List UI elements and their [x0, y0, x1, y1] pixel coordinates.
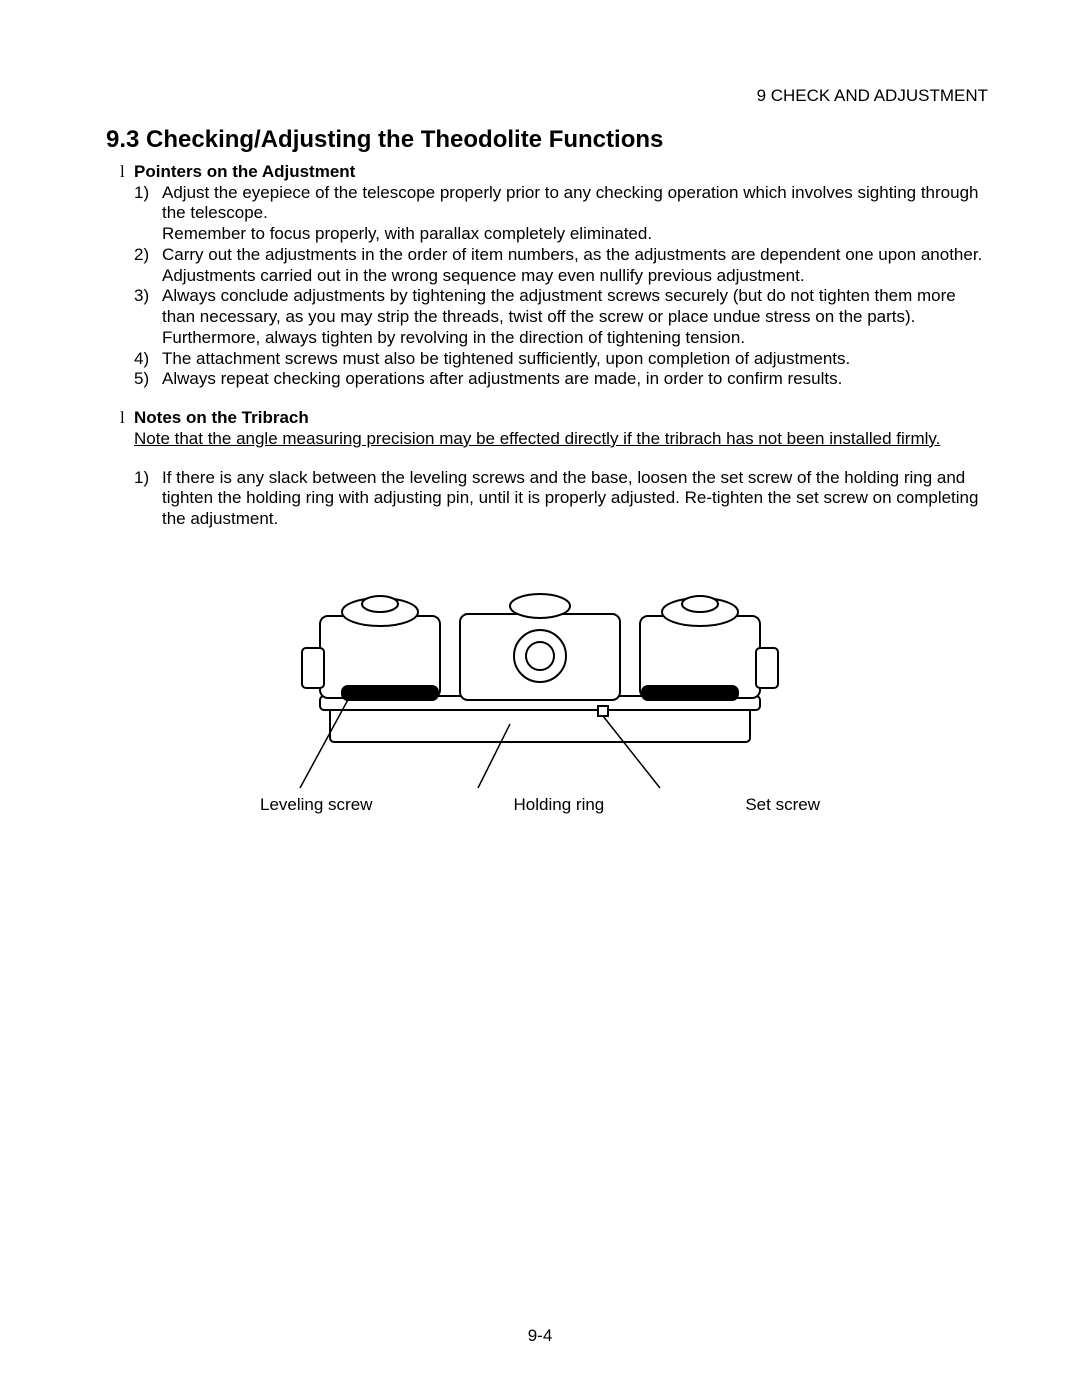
tribrach-diagram-icon	[260, 556, 820, 816]
sectionB-note: Note that the angle measuring precision …	[134, 429, 988, 450]
section-title: 9.3 Checking/Adjusting the Theodolite Fu…	[106, 125, 988, 154]
caption-set-screw: Set screw	[745, 795, 820, 816]
list-item: 3) Always conclude adjustments by tighte…	[134, 286, 988, 327]
item-text: Remember to focus properly, with paralla…	[162, 224, 988, 245]
item-text: Adjust the eyepiece of the telescope pro…	[162, 183, 988, 224]
page-header: 9 CHECK AND ADJUSTMENT	[92, 86, 988, 107]
page: 9 CHECK AND ADJUSTMENT 9.3 Checking/Adju…	[0, 0, 1080, 1397]
sectionA-heading: Pointers on the Adjustment	[134, 162, 988, 183]
item-number: 1)	[134, 468, 162, 489]
item-text: Always conclude adjustments by tightenin…	[162, 286, 988, 327]
figure-captions: Leveling screw Holding ring Set screw	[260, 795, 820, 816]
item-number: 3)	[134, 286, 162, 307]
list-item: 5) Always repeat checking operations aft…	[134, 369, 988, 390]
item-text: The attachment screws must also be tight…	[162, 349, 988, 370]
caption-leveling-screw: Leveling screw	[260, 795, 372, 816]
item-number: 1)	[134, 183, 162, 204]
item-number: 4)	[134, 349, 162, 370]
page-number: 9-4	[0, 1326, 1080, 1347]
item-text: Carry out the adjustments in the order o…	[162, 245, 988, 286]
list-item: 1) Adjust the eyepiece of the telescope …	[134, 183, 988, 224]
item-text: Furthermore, always tighten by revolving…	[162, 328, 988, 349]
sectionA-heading-line: l Pointers on the Adjustment	[120, 162, 988, 183]
list-item: Furthermore, always tighten by revolving…	[134, 328, 988, 349]
bullet-icon: l	[120, 162, 134, 183]
item-text: If there is any slack between the leveli…	[162, 468, 988, 530]
tribrach-figure: Leveling screw Holding ring Set screw	[260, 556, 820, 816]
sectionB-heading: Notes on the Tribrach	[134, 408, 988, 429]
item-number: 5)	[134, 369, 162, 390]
caption-holding-ring: Holding ring	[514, 795, 605, 816]
bullet-icon: l	[120, 408, 134, 429]
list-item: 1) If there is any slack between the lev…	[134, 468, 988, 530]
item-text: Always repeat checking operations after …	[162, 369, 988, 390]
item-number: 2)	[134, 245, 162, 266]
list-item: Remember to focus properly, with paralla…	[134, 224, 988, 245]
list-item: 2) Carry out the adjustments in the orde…	[134, 245, 988, 286]
list-item: 4) The attachment screws must also be ti…	[134, 349, 988, 370]
sectionB-note-text: Note that the angle measuring precision …	[134, 429, 940, 448]
sectionB-heading-line: l Notes on the Tribrach	[120, 408, 988, 429]
